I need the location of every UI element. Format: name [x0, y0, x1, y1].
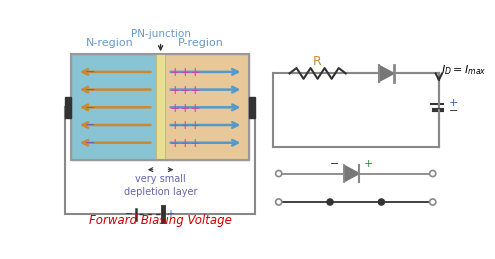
- Text: $I_D = I_{max}$: $I_D = I_{max}$: [441, 63, 487, 77]
- Text: +: +: [169, 102, 180, 114]
- Bar: [249, 97, 255, 118]
- Text: N-region: N-region: [86, 38, 134, 48]
- Text: +: +: [190, 102, 200, 114]
- Text: +: +: [190, 119, 200, 132]
- Text: −: −: [85, 84, 96, 97]
- Text: −: −: [85, 66, 96, 79]
- Polygon shape: [345, 166, 359, 182]
- Text: −: −: [449, 106, 458, 116]
- Text: −: −: [125, 208, 133, 219]
- Text: Forward Biasing Voltage: Forward Biasing Voltage: [89, 214, 232, 227]
- Text: −: −: [85, 102, 96, 114]
- Text: +: +: [190, 66, 200, 79]
- Circle shape: [276, 170, 282, 177]
- Text: +: +: [179, 137, 190, 150]
- Bar: [65, 97, 71, 118]
- Circle shape: [430, 199, 436, 205]
- Text: +: +: [190, 84, 200, 97]
- Text: −: −: [330, 159, 340, 169]
- Text: −: −: [85, 119, 96, 132]
- Text: +: +: [449, 98, 458, 108]
- Text: +: +: [364, 159, 374, 169]
- Circle shape: [276, 199, 282, 205]
- Text: +: +: [179, 84, 190, 97]
- Text: P-region: P-region: [178, 38, 224, 48]
- Text: +: +: [179, 102, 190, 114]
- Text: −: −: [85, 137, 96, 150]
- Text: +: +: [179, 119, 190, 132]
- Bar: [71, 54, 249, 160]
- Text: +: +: [190, 137, 200, 150]
- Text: +: +: [169, 137, 180, 150]
- Text: +: +: [169, 84, 180, 97]
- Polygon shape: [379, 65, 394, 82]
- Text: +: +: [166, 208, 174, 219]
- Text: +: +: [169, 66, 180, 79]
- Text: PN-junction: PN-junction: [131, 29, 191, 50]
- Text: R: R: [313, 55, 322, 68]
- Circle shape: [378, 199, 385, 205]
- Bar: [155, 54, 165, 160]
- Text: +: +: [179, 66, 190, 79]
- Circle shape: [327, 199, 333, 205]
- Bar: [160, 54, 249, 160]
- Circle shape: [430, 170, 436, 177]
- Bar: [71, 54, 160, 160]
- Text: +: +: [169, 119, 180, 132]
- Text: very small
depletion layer: very small depletion layer: [124, 174, 198, 197]
